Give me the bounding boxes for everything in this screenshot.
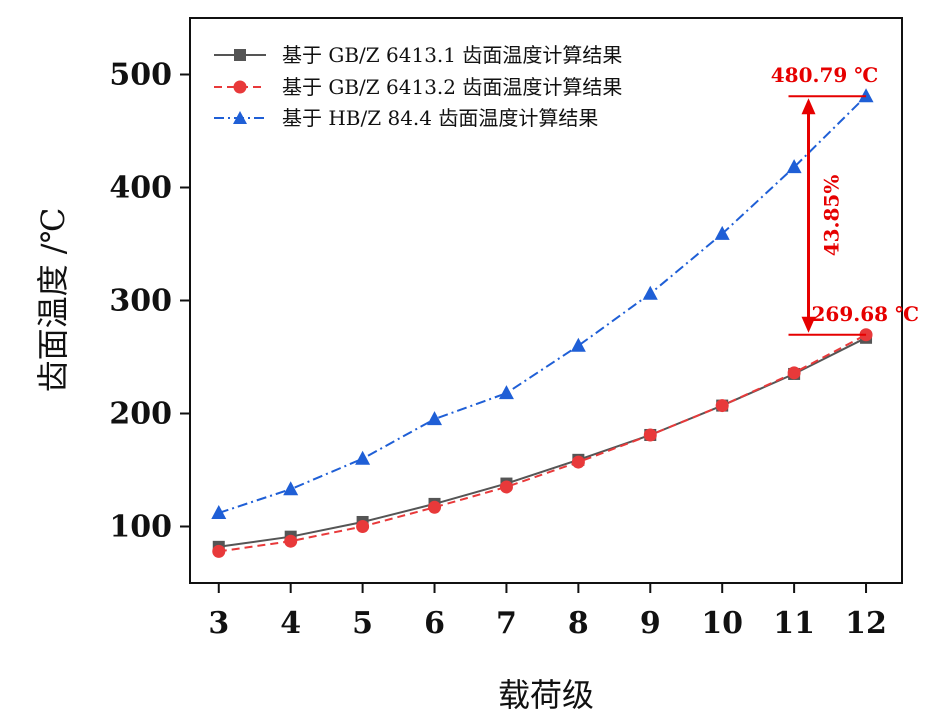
x-tick-label: 12 bbox=[845, 606, 887, 641]
data-point-triangle bbox=[714, 225, 730, 240]
y-axis-title: 齿面温度 /℃ bbox=[34, 208, 72, 393]
x-tick-label: 6 bbox=[424, 606, 445, 641]
data-point-triangle bbox=[355, 450, 371, 465]
y-tick-label: 200 bbox=[109, 397, 172, 432]
legend-label-gbz-6413-1: 基于 GB/Z 6413.1 齿面温度计算结果 bbox=[282, 43, 622, 67]
legend-entry-hbz-84-4: 基于 HB/Z 84.4 齿面温度计算结果 bbox=[214, 106, 598, 130]
x-tick-label: 5 bbox=[352, 606, 373, 641]
data-point-circle bbox=[715, 399, 729, 413]
series-2 bbox=[212, 328, 873, 558]
data-point-triangle bbox=[786, 159, 802, 174]
x-tick-label: 3 bbox=[208, 606, 229, 641]
legend-marker-triangle-icon bbox=[233, 111, 247, 124]
y-tick-label: 100 bbox=[109, 510, 172, 545]
x-tick-label: 9 bbox=[640, 606, 661, 641]
series-line bbox=[218, 333, 867, 553]
series-3 bbox=[211, 88, 874, 519]
data-point-circle bbox=[428, 500, 442, 514]
y-axis-ticks: 100 200 300 400 500 bbox=[109, 58, 190, 545]
annotation-arrow-head-down bbox=[801, 316, 816, 333]
data-point-circle bbox=[212, 544, 226, 558]
legend-marker-square-icon bbox=[234, 49, 246, 61]
legend-label-gbz-6413-2: 基于 GB/Z 6413.2 齿面温度计算结果 bbox=[282, 75, 622, 99]
series-line bbox=[218, 95, 867, 514]
x-tick-label: 7 bbox=[496, 606, 517, 641]
legend: 基于 GB/Z 6413.1 齿面温度计算结果 基于 GB/Z 6413.2 齿… bbox=[214, 43, 622, 130]
annotation-difference-label: 43.85% bbox=[820, 175, 844, 257]
data-point-circle bbox=[643, 428, 657, 442]
annotation-bottom-value-label: 269.68 ℃ bbox=[812, 302, 919, 326]
data-point-triangle bbox=[283, 481, 299, 496]
legend-marker-circle-icon bbox=[233, 80, 247, 94]
legend-entry-gbz-6413-1: 基于 GB/Z 6413.1 齿面温度计算结果 bbox=[214, 43, 622, 67]
data-point-triangle bbox=[498, 385, 514, 400]
x-tick-label: 4 bbox=[280, 606, 301, 641]
x-axis-ticks: 3 4 5 6 7 8 9 10 11 12 bbox=[208, 583, 887, 641]
legend-label-hbz-84-4: 基于 HB/Z 84.4 齿面温度计算结果 bbox=[282, 106, 598, 130]
data-point-triangle bbox=[570, 337, 586, 352]
data-point-triangle bbox=[642, 285, 658, 300]
x-axis-title: 载荷级 bbox=[498, 676, 594, 714]
plot-frame bbox=[189, 17, 903, 584]
legend-entry-gbz-6413-2: 基于 GB/Z 6413.2 齿面温度计算结果 bbox=[214, 75, 622, 99]
data-point-triangle bbox=[211, 504, 227, 519]
data-point-circle bbox=[356, 520, 370, 533]
data-point-circle bbox=[571, 455, 585, 469]
series-layer bbox=[211, 88, 874, 558]
data-point-circle bbox=[499, 480, 513, 494]
y-tick-label: 500 bbox=[109, 58, 172, 93]
x-tick-label: 8 bbox=[568, 606, 589, 641]
data-point-circle bbox=[284, 534, 298, 548]
data-point-triangle bbox=[427, 411, 443, 426]
annotation-layer: 480.79 ℃ 269.68 ℃ 43.85% bbox=[771, 63, 919, 336]
data-point-circle bbox=[787, 366, 801, 380]
x-tick-label: 10 bbox=[701, 606, 743, 641]
annotation-top-value-label: 480.79 ℃ bbox=[771, 63, 878, 87]
x-tick-label: 11 bbox=[773, 606, 815, 641]
y-tick-label: 300 bbox=[109, 284, 172, 319]
y-tick-label: 400 bbox=[109, 171, 172, 206]
annotation-arrow-head-up bbox=[801, 98, 816, 115]
series-1 bbox=[212, 331, 873, 553]
